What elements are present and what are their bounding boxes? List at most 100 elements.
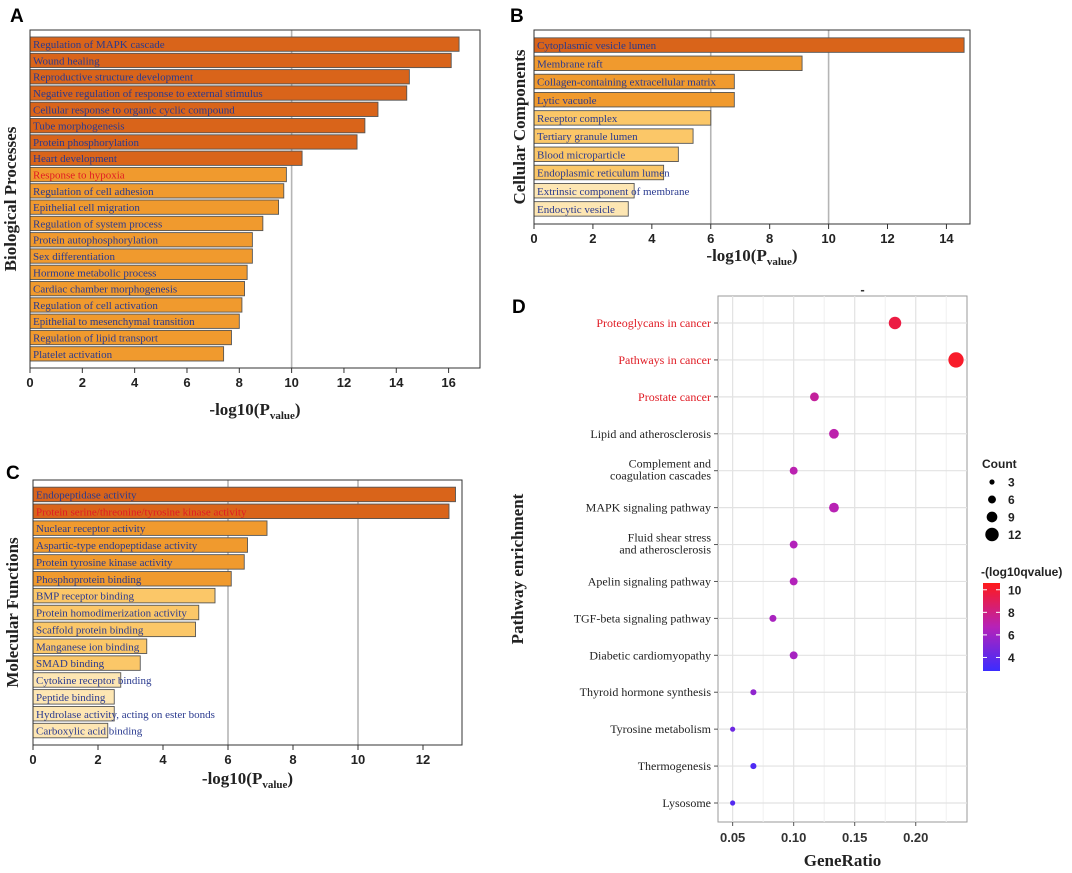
pathway-label-9: TGF-beta signaling pathway [574,611,711,625]
bar-label-18: Epithelial to mesenchymal transition [33,316,195,328]
bar-label-13: Peptide binding [36,692,106,704]
bar-label-5: Protein tyrosine kinase activity [36,557,173,569]
dot-8 [789,577,798,586]
x-axis-title-sub: value [767,256,792,268]
bar-label-12: Cytokine receptor binding [36,675,152,687]
pathway-label-line-1: Complement and [629,457,711,471]
bar-label-16: Cardiac chamber morphogenesis [33,284,177,296]
pathway-label-8: Apelin signaling pathway [588,574,711,588]
pathway-label-2: Pathways in cancer [618,353,711,367]
dot-9 [769,614,777,622]
count-legend-label-6: 6 [1008,493,1015,507]
bar-label-8: Heart development [33,153,117,165]
bar-label-10: Regulation of cell adhesion [33,186,154,198]
bar-label-14: Hydrolase activity, acting on ester bond… [36,709,215,721]
pathway-label-4: Lipid and atherosclerosis [590,427,711,441]
count-legend-label-12: 12 [1008,528,1022,542]
dot-7 [789,540,798,549]
panel-b: Cytoplasmic vesicle lumen Membrane raft Co… [510,29,971,268]
pathway-label-6: MAPK signaling pathway [586,501,711,515]
plot-frame [32,479,463,746]
x-tick-label-0: 0 [26,375,33,390]
color-legend-label-8: 8 [1008,606,1015,620]
bar-label-4: Lytic vacuole [537,95,597,107]
bar-label-4: Negative regulation of response to exter… [33,88,263,100]
x-axis-title-end: ) [287,769,293,788]
dot-14 [730,800,736,806]
pathway-label-10: Diabetic cardiomyopathy [589,648,711,662]
bar-label-13: Protein autophosphorylation [33,235,158,247]
x-tick-label-12: 12 [337,375,351,390]
bar-label-6: Phosphoprotein binding [36,574,142,586]
x-axis-title-main: -log10(P [706,246,766,265]
pathway-label-line-2: and atherosclerosis [619,543,711,557]
pathway-label-13: Thermogenesis [638,759,712,773]
x-tick-label-2: 2 [79,375,86,390]
color-legend: -(log10qvalue) 10 8 6 4 [981,565,1062,671]
pathway-label-12: Tyrosine metabolism [610,722,711,736]
pathway-label-7: Fluid shear stress and atherosclerosis [619,531,711,557]
x-tick-label-0: 0.05 [720,830,745,845]
x-tick-label-2: 2 [589,231,596,246]
bar-label-4: Aspartic-type endopeptidase activity [36,540,198,552]
bar-label-20: Platelet activation [33,349,113,361]
x-axis-title-sub: value [262,779,287,791]
x-axis-title: -log10(Pvalue) [209,400,300,422]
x-tick-label-0: 0 [530,231,537,246]
x-tick-label-6: 6 [224,752,231,767]
x-axis-title-sub: value [270,410,295,422]
pathway-label-line-2: coagulation cascades [610,469,711,483]
bar-label-1: Regulation of MAPK cascade [33,39,165,51]
x-axis-title: -log10(Pvalue) [202,769,293,791]
bar-label-2: Membrane raft [537,58,603,70]
pathway-label-14: Lysosome [662,796,711,810]
bar-label-15: Hormone metabolic process [33,267,156,279]
panel-letter-a: A [10,6,24,27]
x-tick-label-4: 4 [648,231,656,246]
bar-label-7: Protein phosphorylation [33,137,140,149]
pathway-label-3: Prostate cancer [638,390,711,404]
x-tick-label-12: 12 [880,231,894,246]
x-tick-label-1: 0.10 [781,830,806,845]
bar-label-3: Nuclear receptor activity [36,523,146,535]
bar-label-3: Collagen-containing extracellular matrix [537,77,716,89]
bar-label-15: Carboxylic acid binding [36,726,143,738]
color-legend-label-6: 6 [1008,628,1015,642]
x-axis-title: GeneRatio [804,851,881,870]
dot-10 [789,651,798,660]
pathway-label-line-1: Fluid shear stress [628,531,712,545]
bar-label-1: Endopeptidase activity [36,489,137,501]
dot-1 [888,316,902,330]
bar-label-11: Epithelial cell migration [33,202,140,214]
bar-label-1: Cytoplasmic vesicle lumen [537,40,657,52]
bar-label-11: SMAD binding [36,658,105,670]
x-axis-title: -log10(Pvalue) [706,246,797,268]
x-tick-label-14: 14 [389,375,404,390]
panel-d: - Proteoglycans in cancer Pathways in canc… [508,282,1062,870]
count-legend-dot-9 [986,511,998,523]
x-axis-title-main: -log10(P [209,400,269,419]
bar-label-5: Receptor complex [537,113,618,125]
y-axis-title: Pathway enrichment [508,493,527,644]
bar-label-8: Protein homodimerization activity [36,608,187,620]
x-tick-label-0: 0 [29,752,36,767]
plot-frame [29,29,481,369]
bar-label-7: BMP receptor binding [36,591,134,603]
bar-label-19: Regulation of lipid transport [33,333,158,345]
bar-label-2: Protein serine/threonine/tyrosine kinase… [36,506,247,518]
dot-12 [730,726,736,732]
x-tick-label-4: 4 [131,375,139,390]
color-bar [983,583,1000,671]
bar-label-14: Sex differentiation [33,251,115,263]
plot-frame [717,295,968,823]
color-legend-title: -(log10qvalue) [981,565,1062,579]
bar-label-17: Regulation of cell activation [33,300,158,312]
x-tick-label-10: 10 [351,752,365,767]
bar-label-12: Regulation of system process [33,218,162,230]
bar-label-6: Tube morphogenesis [33,121,125,133]
y-axis-title: Cellular Components [510,49,529,204]
color-legend-label-4: 4 [1008,651,1015,665]
count-legend-dot-12 [985,527,999,542]
bar-label-5: Cellular response to organic cyclic comp… [33,104,235,116]
count-legend-dot-3 [989,479,995,485]
